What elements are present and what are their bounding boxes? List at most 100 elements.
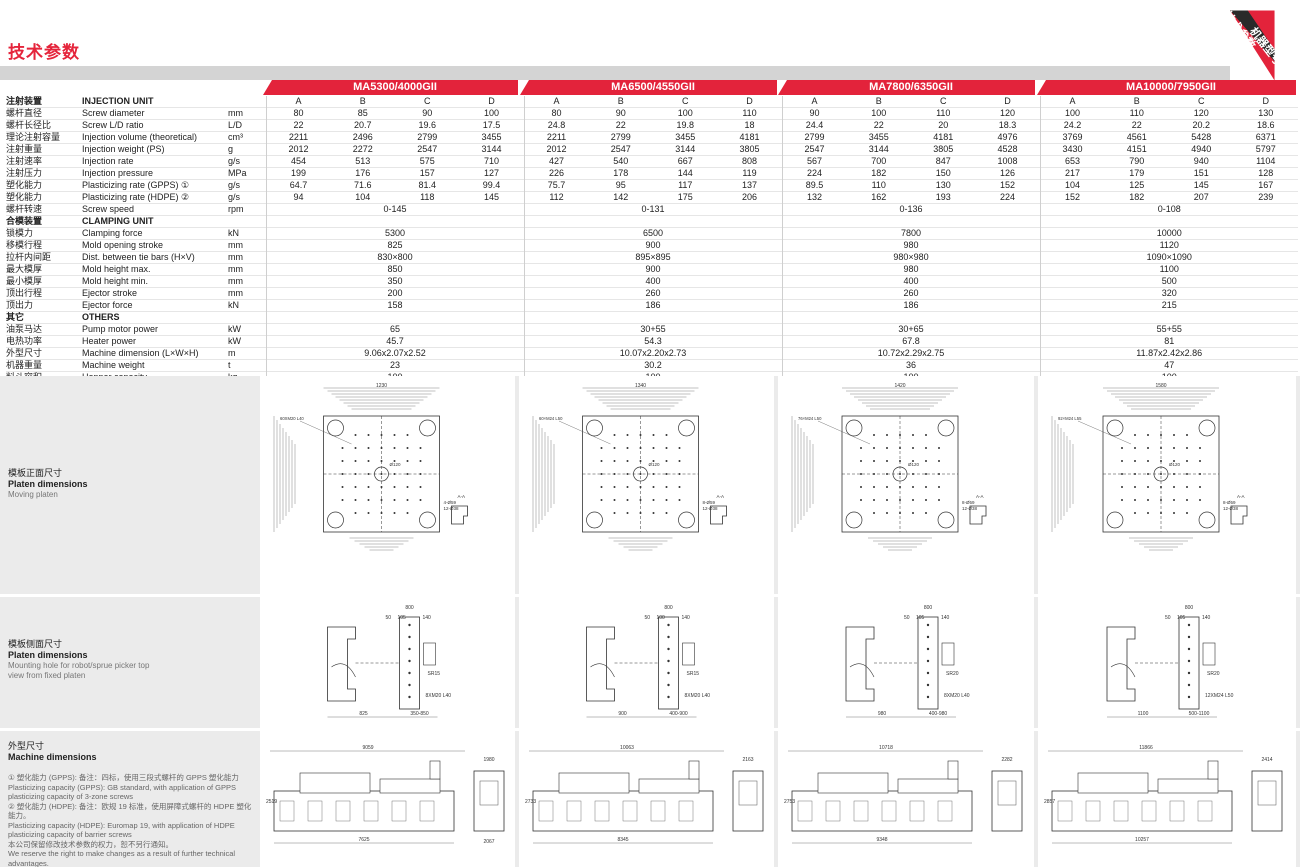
tapped-hole xyxy=(925,499,927,501)
spec-label-cn: 锁模力 xyxy=(6,228,34,238)
spec-value xyxy=(265,215,524,228)
tapped-hole xyxy=(886,460,888,462)
corner-tab-dark xyxy=(1230,10,1275,62)
nozzle-block xyxy=(423,642,436,666)
spec-value: 3805 xyxy=(739,144,760,154)
page-title: 技术参数 xyxy=(8,43,80,62)
spec-value: 175 xyxy=(677,192,693,202)
spec-value: 2547 xyxy=(417,144,438,154)
tapped-hole xyxy=(886,434,888,436)
spec-label-en: Injection volume (theoretical) xyxy=(82,132,198,142)
side-dim-a: 50 xyxy=(645,615,651,621)
tapped-hole xyxy=(626,434,629,436)
tapped-hole xyxy=(1199,499,1201,501)
side-holes-label: 8XM20 L40 xyxy=(944,693,970,699)
tapped-hole xyxy=(613,447,616,449)
tapped-hole-label: 76×M24 L50 xyxy=(798,416,822,421)
base-panel xyxy=(335,800,351,822)
mount-hole xyxy=(1187,647,1191,651)
tapped-hole xyxy=(1186,499,1188,501)
side-width-2: 500-1100 xyxy=(1189,711,1210,717)
platen-front-note: Moving platen xyxy=(8,490,58,499)
spec-row: 合模装置 CLAMPING UNIT xyxy=(6,215,1298,228)
tapped-hole xyxy=(912,447,914,449)
spec-value: 45.7 xyxy=(265,335,524,348)
spec-value: 2547 xyxy=(781,143,847,156)
mount-hole xyxy=(926,695,930,699)
spec-table: 注射装置 INJECTION UNIT A B C D A B C D A B C D A B C D 螺杆直径 Sc… xyxy=(6,96,1298,396)
platen-front-cn: 模板正面尺寸 xyxy=(8,468,63,478)
tapped-hole xyxy=(1121,447,1123,449)
spec-row: 顶出行程 Ejector stroke mm 200 260 260 320 xyxy=(6,287,1298,300)
side-dim-c: 140 xyxy=(682,615,691,621)
side-holes-label: 12XM24 L50 xyxy=(1205,693,1234,699)
spec-label-cn: 注射重量 xyxy=(6,144,43,154)
tapped-hole xyxy=(1173,460,1175,462)
mount-hole xyxy=(667,623,670,627)
spec-row: 移模行程 Mold opening stroke mm 825 900 980 1120 xyxy=(6,239,1298,252)
spec-label-cn: 塑化能力 xyxy=(6,180,43,190)
base-panel xyxy=(1197,800,1213,822)
hopper xyxy=(688,760,700,780)
tapped-hole xyxy=(354,460,357,462)
tapped-hole xyxy=(406,473,409,475)
spec-value: 24.8 xyxy=(523,119,589,132)
spec-value: 900 xyxy=(523,263,782,276)
spec-value: 3455 xyxy=(481,132,502,142)
spec-value: 20.7 xyxy=(353,120,372,130)
spec-value: 667 xyxy=(677,156,693,166)
footnote-2: Plasticizing capacity (GPPS): GB standar… xyxy=(8,782,237,802)
tapped-hole xyxy=(419,460,422,462)
leader-line xyxy=(558,420,611,445)
spec-value: 239 xyxy=(1258,192,1274,202)
side-top-dimension: 800 xyxy=(405,605,414,611)
machine-dim-cell-3: 10718 9348 2753 2282 xyxy=(778,731,1034,867)
center-hole xyxy=(892,466,908,482)
hopper xyxy=(947,760,959,780)
tapped-hole xyxy=(665,460,668,462)
spec-value: 80 xyxy=(265,107,331,120)
tapped-hole xyxy=(665,434,668,436)
spec-label-en: Ejector stroke xyxy=(82,288,138,298)
spec-value: 90 xyxy=(422,108,433,118)
spec-value: 110 xyxy=(742,108,757,118)
end-view xyxy=(732,770,764,832)
spec-value: 157 xyxy=(419,168,435,178)
spec-row: 最小模厚 Mold height min. mm 350 400 400 500 xyxy=(6,275,1298,288)
tie-bar-hole xyxy=(845,419,863,437)
footnotes: ① 塑化能力 (GPPS): 备注：四标，使用三段式螺杆的 GPPS 塑化能力 … xyxy=(8,773,258,867)
spec-value: B xyxy=(1133,96,1140,106)
spec-row: 顶出力 Ejector force kN 158 186 186 215 xyxy=(6,299,1298,312)
spec-value: 0-131 xyxy=(523,203,782,216)
machine-dim-cn: 外型尺寸 xyxy=(8,741,45,751)
spec-value: 18 xyxy=(744,120,755,130)
side-width-2: 350-850 xyxy=(410,711,429,717)
tapped-hole xyxy=(354,434,357,436)
machine-height: 2857 xyxy=(1044,799,1055,805)
spec-value: 10.07x2.20x2.73 xyxy=(523,347,782,360)
side-radius-label: SR15 xyxy=(428,671,441,677)
mount-hole xyxy=(1187,695,1191,699)
ejector-hole-label: 8-Ø59 xyxy=(962,500,975,505)
tapped-hole xyxy=(354,447,357,449)
tapped-hole xyxy=(912,499,914,501)
mount-hole xyxy=(408,647,411,651)
end-view xyxy=(473,770,505,832)
mount-hole xyxy=(667,671,670,675)
platen-side-cell-2: 800 50 100 140 SR15 8XM20 L40 900 400-900 xyxy=(519,597,774,728)
spec-unit xyxy=(228,96,266,108)
tapped-hole xyxy=(380,434,383,436)
spec-label-en: INJECTION UNIT xyxy=(82,96,154,106)
spec-value: 132 xyxy=(781,191,847,204)
base-panel xyxy=(594,800,610,822)
spec-label-cn: 其它 xyxy=(6,312,25,322)
tapped-hole xyxy=(393,460,396,462)
section-label: A-A xyxy=(717,494,725,499)
spec-value: 2496 xyxy=(352,132,373,142)
spec-row: 其它 OTHERS xyxy=(6,311,1298,324)
spec-value: 500 xyxy=(1039,275,1298,288)
machine-width: 2282 xyxy=(1001,757,1012,763)
spec-value: 3805 xyxy=(933,144,954,154)
base-panel xyxy=(363,800,379,822)
tapped-hole xyxy=(419,499,422,501)
